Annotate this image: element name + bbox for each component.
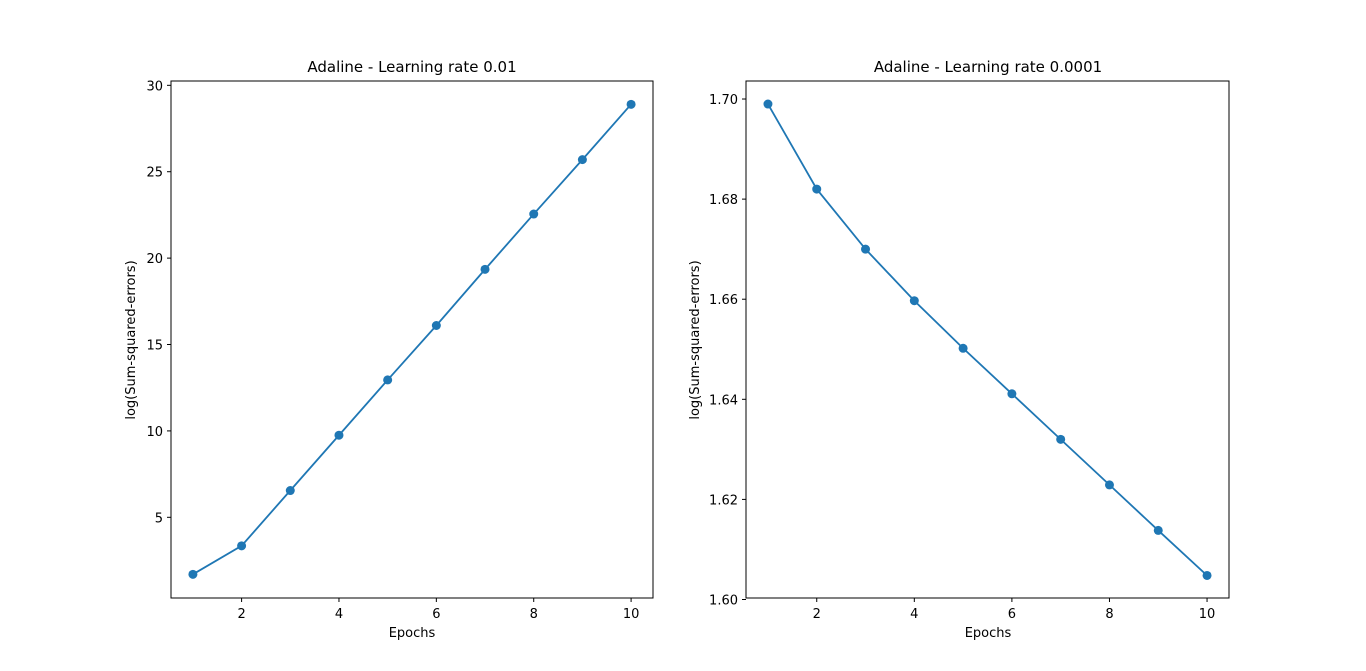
x-tick-label: 2 (237, 607, 245, 622)
x-tick-label: 6 (432, 607, 440, 622)
x-axis-label: Epochs (965, 626, 1012, 641)
data-point (1056, 434, 1066, 444)
data-point (431, 321, 441, 331)
subplot-learning-rate-0.01: Adaline - Learning rate 0.01 Epochs log(… (124, 58, 654, 641)
x-tick-label: 4 (910, 607, 918, 622)
series-line (192, 103, 632, 576)
y-tick-label: 1.70 (709, 93, 738, 108)
series-learning-rate-0.01 (188, 99, 636, 579)
x-tick-label: 8 (1105, 607, 1113, 622)
chart-title: Adaline - Learning rate 0.0001 (874, 58, 1102, 76)
x-axis-label: Epochs (389, 626, 436, 641)
y-tick-label: 20 (146, 252, 163, 267)
data-point (861, 244, 871, 254)
y-tick-label: 1.66 (709, 293, 738, 308)
chart-title: Adaline - Learning rate 0.01 (307, 58, 516, 76)
data-point (188, 569, 198, 579)
y-axis-label: log(Sum-squared-errors) (124, 260, 139, 419)
data-point (763, 99, 773, 109)
data-point (383, 375, 393, 385)
plot-area (170, 80, 654, 599)
x-tick-label: 2 (813, 607, 821, 622)
x-tick-label: 8 (530, 607, 538, 622)
data-point (1104, 480, 1114, 490)
subplot-learning-rate-0.0001: Adaline - Learning rate 0.0001 Epochs lo… (688, 58, 1230, 641)
x-tick-label: 4 (335, 607, 343, 622)
data-point (626, 99, 636, 109)
y-tick-label: 1.68 (709, 193, 738, 208)
x-tick-label: 10 (1199, 607, 1216, 622)
y-tick-label: 25 (146, 166, 163, 181)
data-point (285, 486, 295, 496)
y-tick-label: 5 (155, 511, 163, 526)
x-tick-label: 6 (1008, 607, 1016, 622)
ticks: 2 4 6 8 10 1.60 1.62 1.64 1.66 1.68 1.70 (709, 93, 1215, 622)
y-tick-label: 1.62 (709, 493, 738, 508)
y-tick-label: 1.64 (709, 393, 738, 408)
data-point (480, 264, 490, 274)
data-point (529, 209, 539, 219)
y-tick-label: 10 (146, 425, 163, 440)
data-point (1153, 525, 1163, 535)
series-learning-rate-0.0001 (763, 99, 1212, 580)
y-tick-label: 15 (146, 339, 163, 354)
data-point (909, 296, 919, 306)
y-axis-label: log(Sum-squared-errors) (688, 260, 703, 419)
y-tick-label: 1.60 (709, 594, 738, 609)
data-point (577, 155, 587, 165)
data-point (812, 184, 822, 194)
plot-area (745, 80, 1230, 599)
y-tick-label: 30 (146, 79, 163, 94)
ticks: 2 4 6 8 10 5 10 15 20 25 30 (146, 79, 639, 622)
data-point (958, 343, 968, 353)
x-tick-label: 10 (623, 607, 640, 622)
data-point (334, 430, 344, 440)
data-point (1202, 570, 1212, 580)
series-line (767, 103, 1208, 577)
data-point (1007, 389, 1017, 399)
data-point (237, 541, 247, 551)
